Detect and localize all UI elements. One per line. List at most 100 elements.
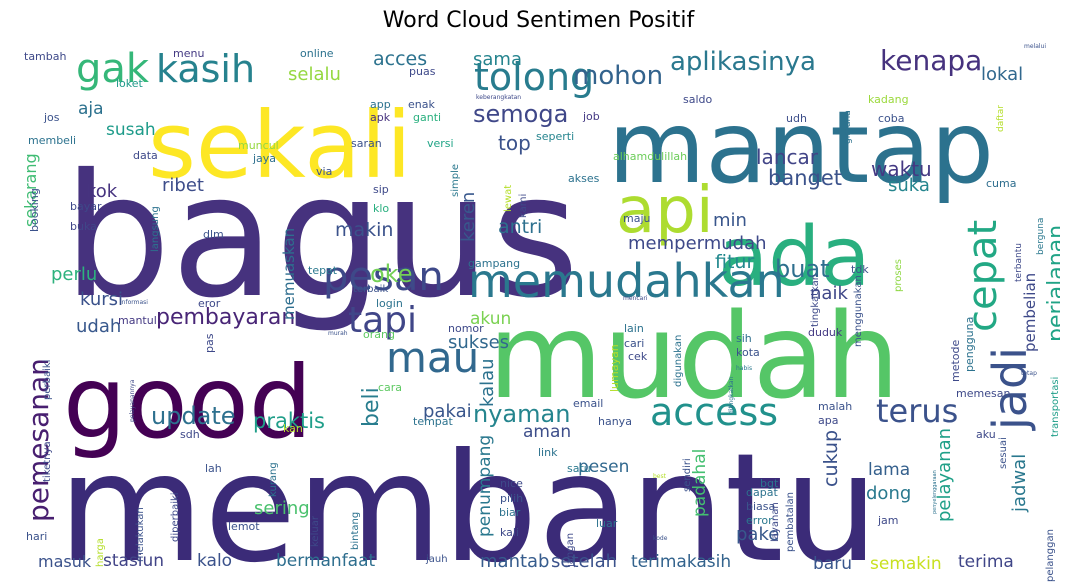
word-puas: puas bbox=[409, 65, 436, 78]
word-stasiun: stasiun bbox=[103, 551, 164, 571]
word-tingkatkan: tingkatkan bbox=[810, 274, 821, 327]
word-pemesanan: pemesanan bbox=[22, 358, 55, 522]
word-harga: harga bbox=[95, 538, 106, 567]
word-bintang: bintang bbox=[350, 512, 361, 550]
word-satu: satu bbox=[567, 462, 591, 475]
word-eror: eror bbox=[198, 297, 221, 310]
word-jangan: jangan bbox=[565, 533, 576, 568]
word-pesen: pesen bbox=[578, 457, 629, 477]
word-semakin: semakin bbox=[870, 554, 942, 574]
word-buat: buat bbox=[775, 255, 830, 283]
word-tetap: tetap bbox=[1021, 370, 1037, 377]
word-alhamdulillah: alhamdulillah bbox=[613, 150, 687, 163]
word-klo: klo bbox=[373, 202, 389, 215]
word-enak: enak bbox=[408, 98, 435, 111]
word-bayar: bayar bbox=[70, 200, 102, 213]
word-sama: sama bbox=[473, 49, 522, 70]
word-apa: apa bbox=[818, 414, 838, 427]
word-mantab: mantab bbox=[480, 551, 550, 572]
word-terbaik: terbaik bbox=[353, 284, 388, 295]
word-mohon: mohon bbox=[573, 61, 663, 91]
word-mencari: mencari bbox=[623, 295, 648, 302]
word-jauh: jauh bbox=[425, 554, 448, 565]
word-pelayanan: pelayanan bbox=[934, 428, 955, 522]
word-kami: kami bbox=[518, 194, 529, 218]
word-selalu: selalu bbox=[288, 64, 341, 85]
word-informasi: informasi bbox=[120, 299, 148, 306]
word-login: login bbox=[376, 297, 403, 310]
word-baru: baru bbox=[813, 554, 852, 574]
word-jadwal: jadwal bbox=[1009, 454, 1030, 513]
word-malah: malah bbox=[818, 400, 852, 413]
word-pesan: pesan bbox=[323, 254, 444, 300]
word-pelanggan: pelanggan bbox=[1045, 529, 1056, 582]
word-langsung: langsung bbox=[150, 206, 161, 252]
word-udah: udah bbox=[76, 316, 121, 337]
word-terima: terima bbox=[958, 552, 1014, 572]
word-terbantu: terbantu bbox=[1014, 243, 1024, 282]
word-sdh: sdh bbox=[180, 428, 200, 441]
word-biasa: biasa bbox=[746, 500, 775, 513]
word-naik: naik bbox=[810, 283, 848, 304]
word-sekarang: sekarang bbox=[21, 153, 40, 227]
word-pembatalan: pembatalan bbox=[785, 492, 796, 552]
word-penumpang: penumpang bbox=[475, 435, 495, 537]
word-kenapa: kenapa bbox=[880, 44, 982, 77]
word-duduk: duduk bbox=[808, 326, 843, 339]
word-keberangkatan: keberangkatan bbox=[476, 94, 521, 101]
word-tambah: tambah bbox=[24, 50, 66, 63]
word-top: top bbox=[498, 131, 531, 155]
word-pembayaran: pembayaran bbox=[156, 305, 295, 330]
word-melakukan: melakukan bbox=[135, 507, 146, 562]
word-pembelian: pembelian bbox=[1021, 273, 1039, 352]
word-padahal: padahal bbox=[690, 449, 710, 517]
word-kan: kan bbox=[283, 422, 303, 435]
word-api: api bbox=[616, 174, 714, 248]
word-keluar: keluar bbox=[310, 515, 321, 547]
word-orang: orang bbox=[363, 328, 395, 341]
word-online: online bbox=[300, 47, 334, 60]
word-kasih: kasih bbox=[156, 47, 255, 91]
word-nice: nice bbox=[500, 477, 523, 490]
word-saran: saran bbox=[351, 137, 382, 150]
word-transportasi: transportasi bbox=[1050, 377, 1060, 437]
word-perjalanan: perjalanan bbox=[1044, 225, 1060, 342]
word-daftar: daftar bbox=[996, 105, 1006, 132]
word-antri: antri bbox=[498, 216, 542, 238]
word-mudah: mudah bbox=[488, 287, 900, 425]
word-versi: versi bbox=[427, 137, 454, 150]
word-sekali: sekali bbox=[148, 92, 412, 199]
word-good: good bbox=[63, 344, 312, 461]
word-ada: ada bbox=[718, 210, 871, 305]
word-suka: suka bbox=[888, 175, 930, 196]
word-gampang: gampang bbox=[468, 257, 520, 270]
word-akun: akun bbox=[470, 309, 511, 329]
word-sukses: sukses bbox=[448, 332, 509, 353]
word-access: access bbox=[650, 390, 778, 434]
word-lancar: lancar bbox=[756, 145, 819, 169]
word-tapi: tapi bbox=[348, 300, 417, 341]
word-banget: banget bbox=[768, 166, 842, 190]
word-kok: kok bbox=[86, 181, 118, 202]
word-penyelenggaraan: penyelenggaraan bbox=[932, 470, 938, 514]
word-jaya: jaya bbox=[252, 152, 276, 165]
word-lumayan: lumayan bbox=[608, 344, 621, 392]
word-jos: jos bbox=[43, 111, 60, 124]
word-memudahkan: memudahkan bbox=[468, 254, 785, 308]
word-kalo: kalo bbox=[197, 551, 232, 571]
word-makin: makin bbox=[335, 219, 393, 241]
word-menu: menu bbox=[173, 47, 204, 60]
word-seperti: seperti bbox=[536, 130, 574, 143]
word-aplikasinya: aplikasinya bbox=[670, 47, 816, 77]
word-membeli: membeli bbox=[28, 134, 76, 147]
word-error: error bbox=[746, 514, 773, 527]
word-via: via bbox=[316, 165, 332, 178]
word-aja: aja bbox=[78, 99, 104, 119]
word-email: email bbox=[573, 397, 603, 410]
word-dapat: dapat bbox=[746, 486, 778, 499]
word-lama: lama bbox=[868, 460, 910, 480]
word-tepat: tepat bbox=[308, 264, 338, 277]
word-kurang: kurang bbox=[268, 462, 279, 497]
word-kota: kota bbox=[736, 346, 760, 359]
